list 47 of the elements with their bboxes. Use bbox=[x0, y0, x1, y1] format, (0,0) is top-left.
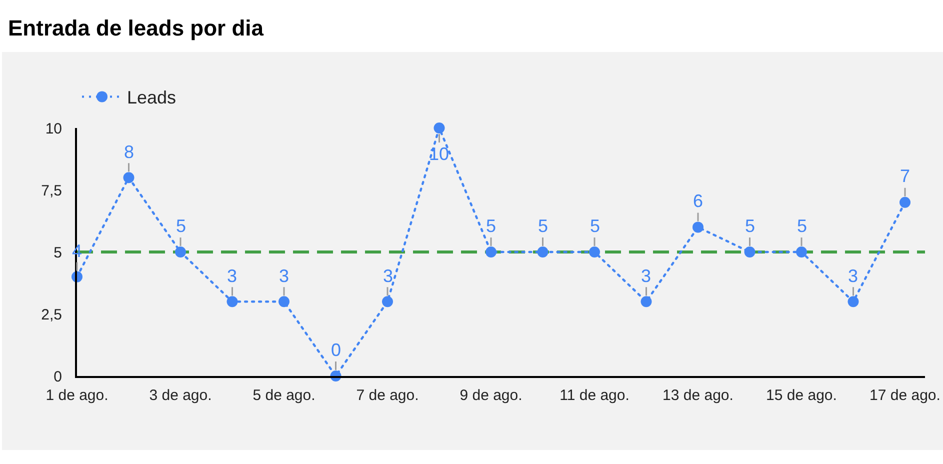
point bbox=[796, 246, 807, 258]
data-label: 5 bbox=[538, 216, 548, 236]
point bbox=[848, 296, 859, 308]
x-tick-label: 17 de ago. bbox=[870, 387, 940, 404]
data-label: 3 bbox=[227, 266, 238, 286]
data-label: 3 bbox=[641, 266, 652, 286]
y-tick-label: 2,5 bbox=[41, 306, 62, 324]
point bbox=[537, 246, 548, 258]
y-tick-label: 5 bbox=[54, 244, 62, 262]
x-tick-label: 3 de ago. bbox=[149, 387, 212, 404]
data-label: 5 bbox=[176, 216, 186, 236]
y-tick-label: 10 bbox=[45, 120, 62, 138]
x-tick-label: 7 de ago. bbox=[356, 387, 419, 404]
x-tick-label: 9 de ago. bbox=[460, 387, 522, 404]
data-label: 5 bbox=[486, 216, 496, 236]
x-tick-label: 5 de ago. bbox=[252, 387, 316, 404]
point bbox=[486, 246, 496, 258]
y-tick-label: 7,5 bbox=[41, 182, 62, 200]
y-tick-label: 0 bbox=[54, 368, 62, 386]
point bbox=[123, 172, 134, 184]
point bbox=[640, 296, 652, 308]
data-label: 8 bbox=[124, 142, 134, 162]
data-label: 10 bbox=[429, 144, 450, 164]
x-tick-label: 1 de ago. bbox=[46, 387, 108, 404]
legend-label: Leads bbox=[127, 88, 176, 108]
point bbox=[175, 246, 186, 258]
data-label: 0 bbox=[331, 340, 342, 360]
data-label: 5 bbox=[797, 216, 808, 236]
x-tick-label: 11 de ago. bbox=[560, 387, 630, 404]
data-label: 6 bbox=[693, 191, 704, 211]
data-label: 5 bbox=[745, 216, 756, 236]
point bbox=[382, 296, 393, 308]
data-label: 7 bbox=[900, 166, 910, 186]
point bbox=[744, 246, 756, 258]
data-label: 5 bbox=[590, 216, 600, 236]
point bbox=[278, 296, 290, 308]
point bbox=[434, 122, 445, 134]
data-label: 3 bbox=[383, 266, 394, 286]
point bbox=[692, 222, 704, 233]
data-label: 3 bbox=[848, 266, 858, 286]
point bbox=[900, 196, 910, 208]
point bbox=[589, 246, 600, 258]
x-tick-label: 15 de ago. bbox=[766, 387, 837, 404]
point bbox=[226, 296, 238, 308]
chart-title: Entrada de leads por dia bbox=[8, 16, 264, 41]
data-label: 3 bbox=[279, 266, 290, 286]
x-tick-label: 13 de ago. bbox=[662, 387, 734, 404]
